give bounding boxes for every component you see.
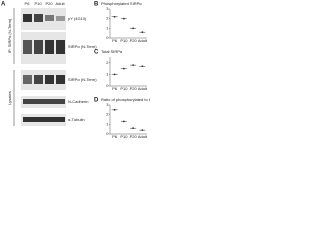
band — [23, 99, 65, 104]
column-label: Adult — [55, 1, 65, 6]
band — [34, 75, 43, 84]
y-tick-label: 3 — [106, 102, 109, 107]
page: A P6 P10 P20 Adult IP: SIRPα (N-Term) Ly… — [0, 0, 150, 145]
x-tick-label: Adult — [138, 38, 148, 43]
x-tick-label: P20 — [130, 38, 138, 43]
band — [23, 75, 32, 84]
band — [23, 14, 32, 22]
column-label: P20 — [45, 1, 53, 6]
dot — [113, 108, 116, 111]
dot — [132, 127, 135, 130]
x-tick-label: P20 — [130, 134, 138, 139]
figure: A P6 P10 P20 Adult IP: SIRPα (N-Term) Ly… — [1, 1, 150, 139]
blot — [21, 8, 66, 30]
y-tick-label: 1 — [106, 121, 109, 126]
y-tick-label: 2 — [106, 60, 109, 65]
dot — [113, 73, 116, 76]
x-tick-label: P6 — [112, 86, 118, 91]
band — [45, 40, 54, 54]
x-tick-label: P10 — [120, 38, 128, 43]
y-tick-label: 1 — [106, 25, 109, 30]
x-tick-label: P6 — [112, 134, 118, 139]
column-label: P10 — [34, 1, 42, 6]
panel-letter: B — [94, 2, 99, 8]
x-tick-label: P10 — [120, 134, 128, 139]
band — [23, 117, 65, 122]
chart-title: Total SIRPα — [101, 49, 123, 54]
y-tick-label: 2 — [106, 112, 109, 117]
row-label: α-Tubulin — [68, 117, 85, 122]
x-tick-label: Adult — [138, 134, 148, 139]
dot — [113, 15, 116, 18]
x-tick-label: P6 — [112, 38, 118, 43]
lysate-label: Lysates — [7, 91, 12, 105]
row-label: N-Cadherin — [68, 99, 88, 104]
y-tick-label: 0 — [106, 83, 109, 88]
band — [34, 40, 43, 54]
dot — [122, 17, 125, 20]
dot — [122, 67, 125, 70]
band — [56, 16, 65, 21]
x-tick-label: Adult — [138, 86, 148, 91]
panel-letter: A — [1, 2, 6, 8]
band — [34, 14, 43, 22]
y-tick-label: 3 — [106, 6, 109, 11]
dot — [122, 120, 125, 123]
band — [45, 75, 54, 84]
row-label: SIRPα (N-Term) — [68, 44, 97, 49]
x-tick-label: P20 — [130, 86, 138, 91]
band — [56, 75, 65, 84]
ip-label: IP: SIRPα (N-Term) — [7, 18, 12, 53]
y-tick-label: 0 — [106, 35, 109, 40]
chart-title: Phosphorylated SIRPα — [101, 1, 142, 6]
row-label: pY (4G10) — [68, 16, 87, 21]
blots — [13, 8, 66, 126]
y-tick-label: 2 — [106, 16, 109, 21]
y-tick-label: 1 — [106, 71, 109, 76]
band — [56, 40, 65, 54]
dot — [132, 27, 135, 30]
row-label: SIRPα (N-Term) — [68, 77, 97, 82]
dot — [141, 31, 144, 34]
column-label: P6 — [25, 1, 31, 6]
band — [45, 15, 54, 21]
band — [23, 40, 32, 54]
y-tick-label: 0 — [106, 131, 109, 136]
x-tick-label: P10 — [120, 86, 128, 91]
chart-title: Ratio of phosphorylated to total SIRPα — [101, 97, 150, 102]
dot — [141, 129, 144, 132]
dot — [141, 65, 144, 68]
blot — [21, 70, 66, 90]
panel-letter: D — [94, 98, 99, 104]
panel-letter: C — [94, 50, 99, 56]
dot — [132, 64, 135, 67]
